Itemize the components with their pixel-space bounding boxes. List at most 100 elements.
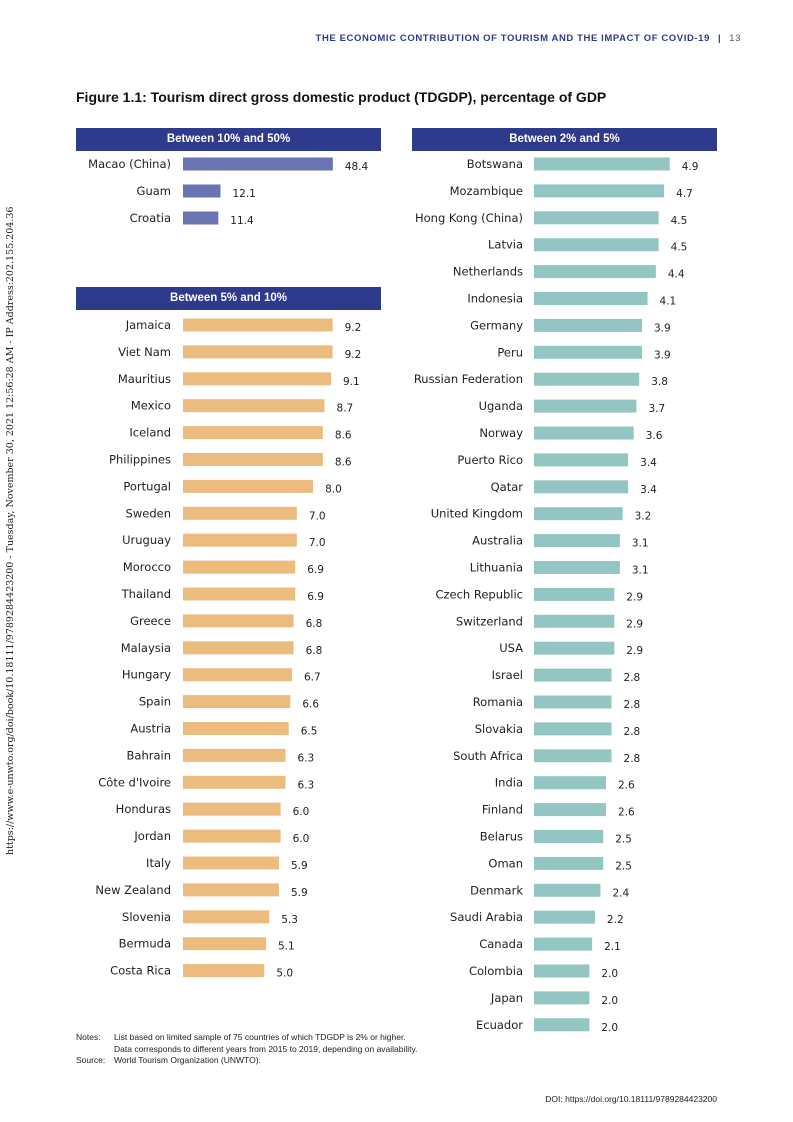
page-number: 13	[729, 33, 741, 44]
header-separator: |	[717, 33, 722, 44]
bar-uruguay	[183, 533, 297, 547]
value-label-mexico: 8.7	[336, 403, 353, 415]
value-label-mozambique: 4.7	[676, 188, 693, 200]
value-label-denmark: 2.4	[612, 887, 629, 899]
category-label-portugal: Portugal	[123, 479, 171, 493]
category-label-india: India	[495, 776, 523, 790]
value-label-cote-d-ivoire: 6.3	[297, 779, 314, 791]
bar-philippines	[183, 453, 323, 466]
category-label-malaysia: Malaysia	[121, 641, 171, 655]
value-label-mauritius: 9.1	[343, 376, 360, 388]
download-watermark: https://www.e-unwto.org/doi/book/10.1811…	[5, 206, 16, 855]
value-label-peru: 3.9	[654, 349, 671, 361]
bar-usa	[534, 641, 615, 655]
value-label-viet-nam: 9.2	[345, 349, 362, 361]
category-label-japan: Japan	[490, 991, 523, 1005]
value-label-philippines: 8.6	[335, 457, 352, 469]
category-label-mexico: Mexico	[131, 399, 171, 413]
bar-viet-nam	[183, 345, 333, 359]
category-label-usa: USA	[499, 641, 523, 655]
category-label-romania: Romania	[473, 695, 523, 709]
running-title: THE ECONOMIC CONTRIBUTION OF TOURISM AND…	[315, 33, 710, 44]
panel-header: Between 2% and 5%	[412, 128, 717, 151]
bar-malaysia	[183, 641, 294, 655]
value-label-slovenia: 5.3	[281, 914, 298, 926]
category-label-saudi-arabia: Saudi Arabia	[450, 910, 523, 924]
value-label-colombia: 2.0	[601, 968, 618, 980]
value-label-indonesia: 4.1	[660, 296, 677, 308]
category-label-united-kingdom: United Kingdom	[431, 507, 523, 521]
value-label-slovakia: 2.8	[624, 726, 641, 738]
category-label-philippines: Philippines	[109, 453, 171, 467]
bar-bahrain	[183, 748, 286, 762]
category-label-netherlands: Netherlands	[453, 265, 523, 279]
category-label-mauritius: Mauritius	[118, 372, 171, 386]
category-label-puerto-rico: Puerto Rico	[457, 453, 523, 467]
bar-finland	[534, 803, 606, 817]
panel-header: Between 5% and 10%	[76, 287, 381, 310]
panel-header: Between 10% and 50%	[76, 128, 381, 151]
category-label-jamaica: Jamaica	[125, 318, 171, 332]
value-label-italy: 5.9	[291, 860, 308, 872]
doi-link[interactable]: DOI: https://doi.org/10.18111/9789284423…	[545, 1094, 717, 1104]
category-label-bermuda: Bermuda	[119, 937, 171, 951]
category-label-thailand: Thailand	[121, 587, 171, 601]
category-label-iceland: Iceland	[129, 426, 171, 440]
bar-chart-2-5: Botswana 4.9 Mozambique 4.7 Hong Kong (China…	[414, 157, 699, 1034]
bar-cote-d-ivoire	[183, 775, 286, 789]
category-label-czech-republic: Czech Republic	[435, 587, 523, 601]
bar-chart-5-10: Jamaica 9.2 Viet Nam 9.2 Mauritius 9.1 Mexico 8…	[95, 318, 362, 980]
bar-chart-10-50: Macao (China) 48.4 Guam 12.1 Croatia 11.4	[88, 157, 368, 227]
value-label-botswana: 4.9	[682, 161, 699, 173]
value-label-czech-republic: 2.9	[626, 591, 643, 603]
category-label-denmark: Denmark	[470, 883, 523, 897]
value-label-finland: 2.6	[618, 807, 635, 819]
panel-5-10: Between 5% and 10% Jamaica 9.2 Viet Nam 9.2…	[76, 287, 381, 1008]
category-label-macao-china: Macao (China)	[88, 157, 171, 171]
category-label-greece: Greece	[130, 614, 171, 628]
category-label-botswana: Botswana	[467, 157, 523, 171]
value-label-hungary: 6.7	[304, 672, 321, 684]
value-label-lithuania: 3.1	[632, 565, 649, 577]
panel-2-5: Between 2% and 5% Botswana 4.9 Mozambique 4…	[412, 128, 717, 1064]
value-label-bermuda: 5.1	[278, 941, 295, 953]
bar-qatar	[534, 480, 629, 494]
bar-iceland	[183, 426, 323, 440]
category-label-norway: Norway	[479, 426, 523, 440]
value-label-hong-kong-china: 4.5	[671, 215, 688, 227]
bar-saudi-arabia	[534, 910, 595, 924]
bar-new-zealand	[183, 883, 279, 897]
value-label-belarus: 2.5	[615, 834, 632, 846]
value-label-morocco: 6.9	[307, 564, 324, 576]
value-label-puerto-rico: 3.4	[640, 457, 657, 469]
value-label-new-zealand: 5.9	[291, 887, 308, 899]
bar-denmark	[534, 883, 601, 897]
value-label-india: 2.6	[618, 780, 635, 792]
bar-portugal	[183, 479, 314, 493]
bar-slovenia	[183, 910, 270, 924]
category-label-italy: Italy	[146, 856, 171, 870]
value-label-south-africa: 2.8	[624, 753, 641, 765]
category-label-israel: Israel	[492, 668, 523, 682]
figure-notes: Notes: List based on limited sample of 75…	[76, 1032, 418, 1067]
value-label-saudi-arabia: 2.2	[607, 914, 624, 926]
bar-oman	[534, 856, 604, 870]
value-label-uruguay: 7.0	[309, 537, 326, 549]
value-label-ecuador: 2.0	[601, 1022, 618, 1034]
value-label-guam: 12.1	[232, 188, 255, 200]
bar-south-africa	[534, 749, 612, 763]
source-label: Source:	[76, 1055, 106, 1065]
bar-mexico	[183, 399, 325, 413]
category-label-cote-d-ivoire: Côte d'Ivoire	[98, 775, 171, 789]
bar-romania	[534, 695, 612, 709]
bar-hong-kong-china	[534, 211, 659, 225]
bar-croatia	[183, 211, 219, 225]
category-label-jordan: Jordan	[133, 829, 171, 843]
bar-germany	[534, 318, 642, 332]
bar-sweden	[183, 506, 297, 520]
category-label-slovakia: Slovakia	[475, 722, 523, 736]
value-label-croatia: 11.4	[230, 215, 254, 227]
value-label-latvia: 4.5	[671, 242, 688, 254]
bar-belarus	[534, 830, 604, 843]
category-label-canada: Canada	[479, 937, 523, 951]
